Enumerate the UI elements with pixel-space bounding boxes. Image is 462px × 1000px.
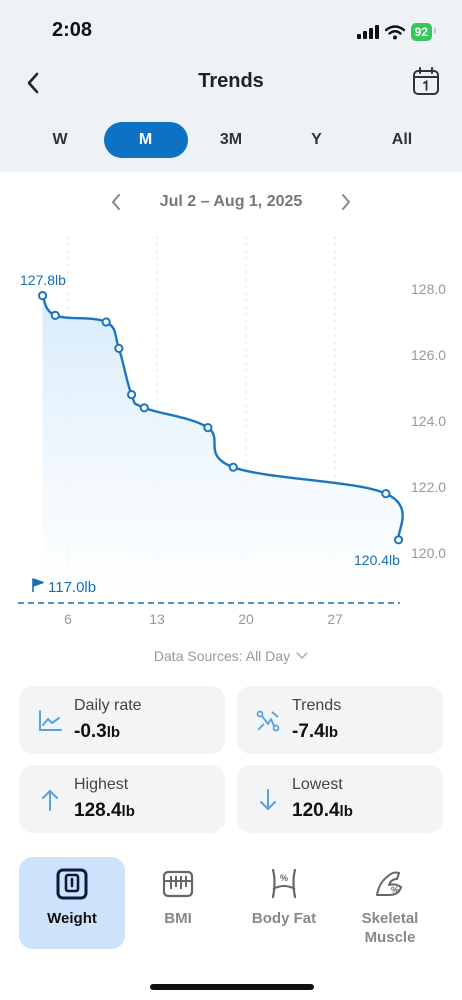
tab-label: Skeletal Muscle — [361, 910, 419, 946]
line-chart-icon — [39, 710, 62, 731]
status-time: 2:08 — [52, 19, 93, 41]
muscle-icon: % — [376, 871, 402, 896]
chevron-right-icon — [342, 194, 351, 210]
y-tick-label: 126.0 — [411, 347, 446, 363]
x-tick-label: 13 — [149, 611, 165, 627]
chevron-left-icon — [111, 194, 120, 210]
bmi-icon — [162, 870, 194, 898]
stat-highest[interactable]: Highest 128.4lb — [19, 765, 225, 833]
tab-bmi[interactable]: BMI — [125, 857, 231, 949]
stat-trends[interactable]: Trends -7.4lb — [237, 686, 443, 754]
body-fat-icon: % — [271, 868, 297, 899]
stat-label: Trends — [292, 697, 342, 714]
arrow-down-icon — [260, 789, 276, 810]
start-value-label: 127.8lb — [20, 272, 66, 288]
chart-data-point — [139, 403, 149, 413]
chart-data-point — [228, 462, 238, 472]
weight-chart: 117.0lb 127.8lb 120.4lb 128.0 126.0 124.0 122.… — [18, 236, 446, 627]
end-value-label: 120.4lb — [354, 552, 400, 568]
status-icons: 92 — [356, 20, 437, 44]
stat-label: Lowest — [292, 776, 343, 793]
chart-data-point — [101, 317, 111, 327]
chart-data-point — [393, 535, 404, 545]
chart-area-fill — [42, 295, 403, 603]
calendar-button[interactable] — [412, 66, 442, 98]
arrow-up-icon — [42, 790, 58, 811]
chart-data-point — [37, 291, 48, 301]
scale-icon — [56, 868, 88, 900]
period-y[interactable]: Y — [311, 131, 322, 148]
svg-text:%: % — [391, 885, 399, 895]
tab-label: Weight — [47, 910, 97, 927]
period-selector: W M 3M Y All — [18, 122, 444, 158]
stat-lowest[interactable]: Lowest 120.4lb — [237, 765, 443, 833]
x-tick-label: 27 — [327, 611, 343, 627]
data-sources-dropdown[interactable]: Data Sources: All Day — [0, 648, 462, 664]
y-tick-label: 124.0 — [411, 413, 446, 429]
chart-data-point — [114, 343, 124, 354]
stat-daily-rate[interactable]: Daily rate -0.3lb — [19, 686, 225, 754]
metric-tabs: Weight BMI % Body Fat % Skeletal Muscle — [19, 857, 445, 949]
period-w[interactable]: W — [52, 131, 68, 148]
period-m[interactable]: M — [103, 122, 188, 158]
trend-icon — [256, 710, 280, 732]
nav-bar: Trends — [0, 62, 462, 104]
home-indicator — [150, 984, 314, 990]
page-title: Trends — [198, 70, 264, 92]
calendar-icon — [413, 67, 439, 95]
tab-weight[interactable]: Weight — [19, 857, 125, 949]
chart-data-point — [50, 310, 60, 321]
tab-label: BMI — [164, 910, 192, 927]
header-area: 2:08 92 Trends — [0, 0, 462, 172]
y-tick-label: 128.0 — [411, 281, 446, 297]
period-3m[interactable]: 3M — [219, 131, 243, 148]
chevron-left-icon — [27, 72, 39, 94]
stat-value: 120.4lb — [292, 800, 353, 821]
svg-text:%: % — [280, 873, 288, 883]
stat-value: 128.4lb — [74, 800, 135, 821]
date-range: Jul 2 – Aug 1, 2025 — [159, 193, 303, 210]
chart-data-point — [203, 423, 213, 433]
tab-body-fat[interactable]: % Body Fat — [231, 857, 337, 949]
prev-range-button[interactable] — [104, 190, 128, 214]
stat-value: -7.4lb — [292, 721, 339, 742]
tab-label: Body Fat — [251, 910, 317, 927]
goal-label: 117.0lb — [48, 579, 96, 596]
y-tick-label: 122.0 — [411, 479, 446, 495]
wifi-icon — [384, 24, 405, 39]
chart-data-point — [126, 390, 137, 400]
flag-icon — [32, 578, 44, 592]
data-sources-label: Data Sources: All Day — [153, 648, 291, 664]
back-button[interactable] — [18, 68, 48, 98]
date-range-row: Jul 2 – Aug 1, 2025 — [0, 188, 462, 216]
chevron-down-icon — [296, 652, 308, 660]
x-tick-label: 20 — [238, 611, 254, 627]
chart-data-point — [381, 489, 391, 499]
y-tick-label: 120.0 — [411, 545, 446, 561]
battery-badge: 92 — [410, 23, 437, 41]
tab-skeletal-muscle[interactable]: % Skeletal Muscle — [337, 857, 443, 949]
stat-label: Highest — [74, 776, 129, 793]
period-all[interactable]: All — [391, 131, 413, 148]
next-range-button[interactable] — [334, 190, 358, 214]
signal-icon — [356, 25, 379, 39]
x-tick-label: 6 — [64, 611, 72, 627]
stat-label: Daily rate — [74, 697, 142, 714]
stat-value: -0.3lb — [74, 721, 121, 742]
